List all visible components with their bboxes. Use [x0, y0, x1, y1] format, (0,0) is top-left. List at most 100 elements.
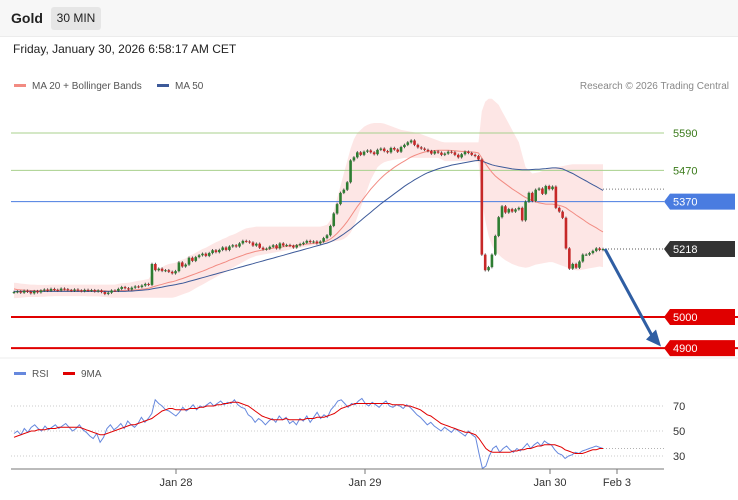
candle-body — [174, 271, 177, 274]
rsi-tick-30: 30 — [673, 451, 685, 463]
candle-body — [143, 283, 147, 286]
rsi-tick-50: 50 — [673, 426, 685, 438]
x-tick-label: Feb 3 — [603, 477, 631, 489]
candle-body — [325, 235, 329, 239]
candle-body — [473, 154, 477, 157]
candle-body — [403, 144, 406, 148]
candle-body — [534, 189, 537, 201]
level-label-5000: 5000 — [673, 312, 697, 324]
candle-body — [56, 289, 60, 291]
instrument-title: Gold — [11, 10, 43, 26]
candle-body — [537, 188, 541, 190]
candle-body — [86, 289, 90, 291]
candle-body — [520, 207, 524, 221]
legend-ma20: MA 20 + Bollinger Bands — [14, 81, 142, 92]
candle-body — [123, 287, 127, 289]
candle-body — [308, 240, 312, 243]
candle-body — [117, 288, 120, 291]
candle-body — [470, 152, 474, 155]
candles-group — [12, 139, 605, 296]
candle-body — [362, 151, 366, 155]
timeframe-button[interactable]: 30 MIN — [51, 7, 101, 30]
candle-body — [197, 255, 201, 258]
legend-ma20-label: MA 20 + Bollinger Bands — [32, 81, 142, 92]
candle-body — [281, 243, 285, 246]
candle-body — [83, 289, 86, 292]
candle-body — [113, 290, 117, 292]
candle-body — [561, 211, 564, 218]
candle-body — [69, 290, 73, 292]
candle-body — [26, 290, 29, 292]
candle-body — [275, 245, 278, 249]
rsi-series-rsi — [13, 397, 604, 470]
candle-body — [214, 250, 218, 253]
candle-body — [382, 148, 386, 152]
candle-body — [93, 290, 97, 292]
candle-body — [581, 254, 585, 262]
report-datetime: Friday, January 30, 2026 6:58:17 AM CET — [13, 42, 237, 56]
candle-body — [154, 263, 157, 271]
candle-body — [507, 209, 511, 213]
candle-body — [477, 156, 480, 160]
candle-body — [268, 246, 272, 249]
candle-body — [167, 270, 171, 272]
ma50-swatch — [157, 83, 169, 87]
candle-body — [446, 151, 450, 154]
candle-body — [160, 268, 164, 271]
level-tag-4900 — [664, 340, 735, 357]
candle-body — [22, 290, 26, 293]
candle-body — [298, 244, 302, 246]
candle-body — [594, 248, 598, 251]
candle-body — [76, 289, 80, 291]
candle-body — [544, 186, 548, 194]
candle-body — [433, 151, 437, 154]
candle-body — [103, 292, 107, 294]
candle-body — [393, 147, 396, 150]
candle-body — [42, 289, 46, 291]
candle-body — [480, 159, 484, 255]
candle-body — [500, 206, 504, 218]
candle-body — [302, 242, 305, 245]
candle-body — [419, 147, 423, 149]
candle-body — [487, 267, 490, 271]
candle-body — [315, 241, 319, 244]
candle-body — [514, 209, 517, 212]
candle-body — [73, 289, 76, 291]
candle-body — [591, 250, 595, 254]
candle-body — [497, 217, 500, 236]
candle-body — [557, 207, 561, 212]
candle-body — [349, 160, 352, 183]
candle-body — [460, 154, 463, 158]
candle-body — [241, 240, 245, 244]
candle-body — [288, 244, 292, 246]
candle-body — [187, 257, 191, 265]
candle-body — [339, 192, 342, 205]
level-tag-5000 — [664, 309, 735, 325]
candle-body — [369, 150, 373, 153]
candle-body — [430, 151, 433, 154]
candle-body — [554, 186, 558, 208]
candle-body — [490, 254, 494, 268]
candle-body — [201, 253, 204, 256]
level-tag-5370 — [664, 193, 735, 210]
candle-body — [332, 213, 336, 226]
level-label-5590: 5590 — [673, 128, 697, 140]
candle-body — [248, 241, 251, 243]
level-label-5370: 5370 — [673, 197, 697, 209]
credit-text: Research © 2026 Trading Central — [579, 81, 729, 92]
candle-body — [100, 290, 103, 293]
candle-body — [147, 283, 150, 285]
rsi-tick-70: 70 — [673, 401, 685, 413]
candle-body — [342, 189, 346, 193]
candle-body — [271, 245, 275, 247]
candle-body — [137, 286, 140, 288]
candle-body — [292, 245, 295, 248]
candle-body — [493, 235, 497, 255]
candle-body — [356, 152, 359, 158]
candle-body — [63, 288, 66, 290]
candle-body — [416, 144, 420, 148]
candle-body — [191, 257, 194, 261]
candle-body — [372, 152, 376, 155]
candle-body — [49, 288, 53, 291]
